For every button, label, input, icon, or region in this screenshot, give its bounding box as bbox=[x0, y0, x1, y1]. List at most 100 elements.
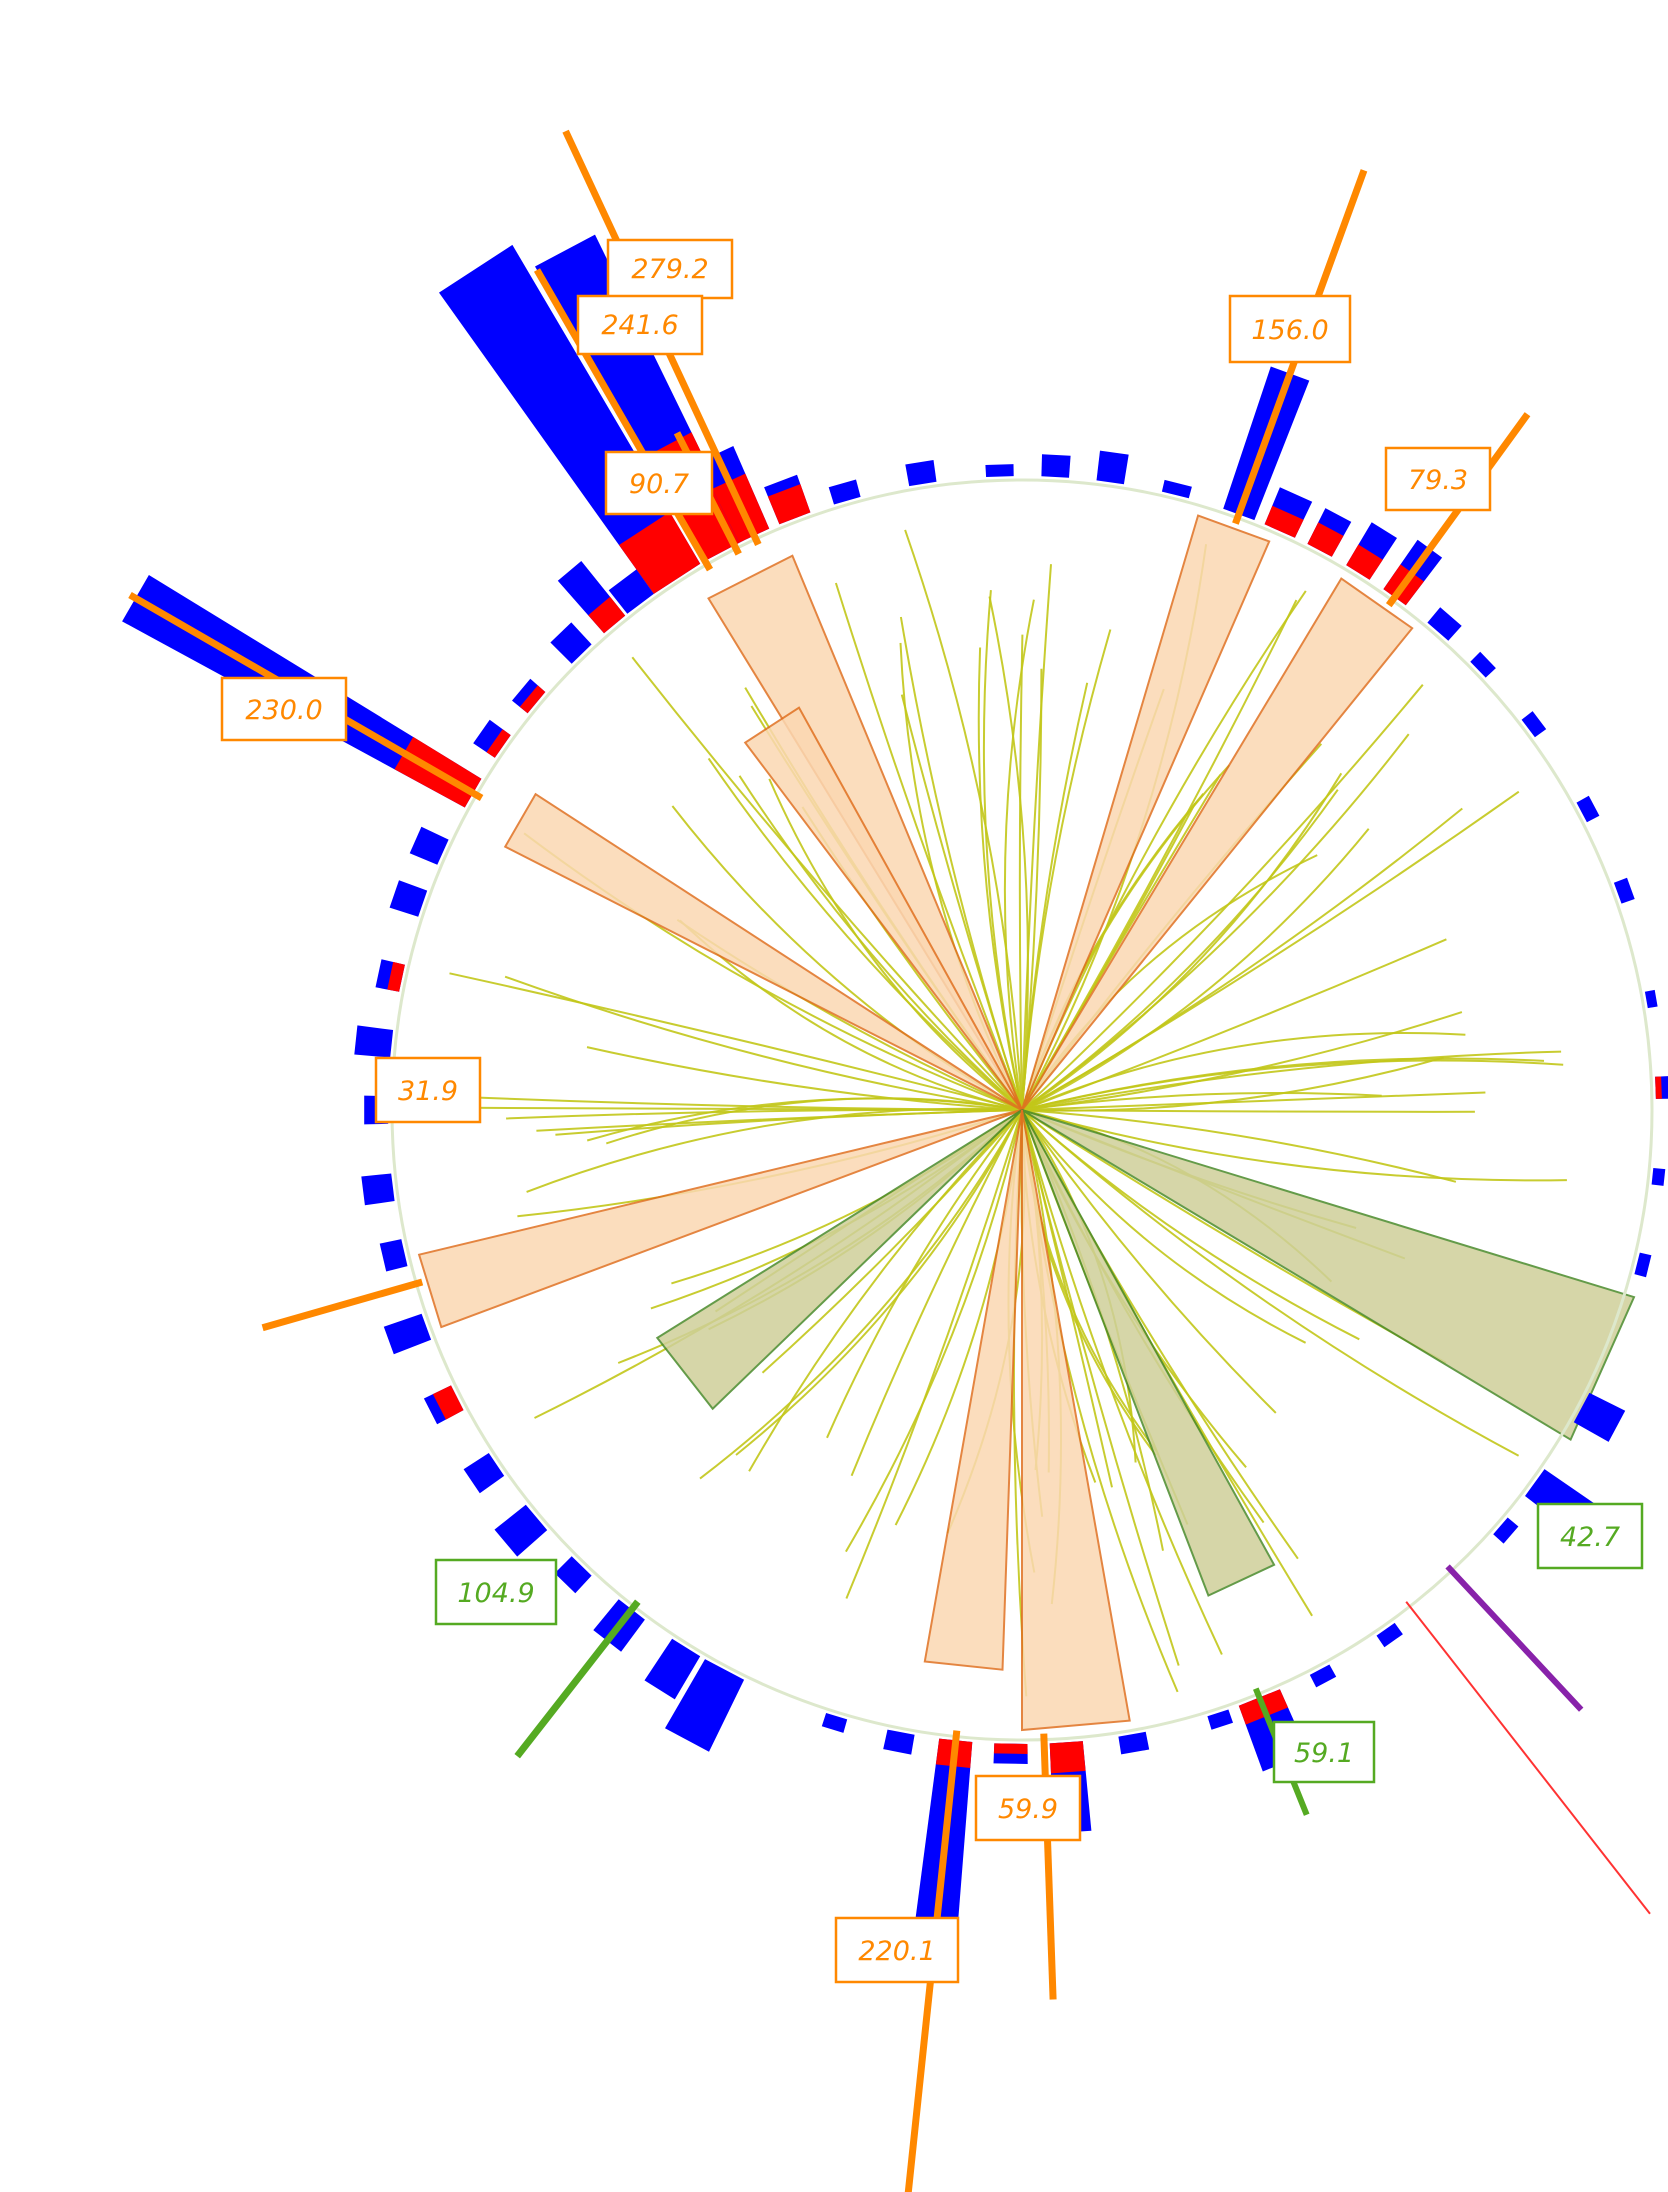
outer-bar bbox=[354, 1025, 394, 1058]
label-text: 59.9 bbox=[998, 1794, 1058, 1825]
chord-line bbox=[904, 529, 1023, 1111]
outer-bar bbox=[1427, 607, 1462, 641]
green-wedge bbox=[1021, 1109, 1276, 1597]
chord-line bbox=[988, 596, 1029, 1111]
chord-line bbox=[982, 590, 1023, 1111]
chord-line bbox=[1021, 1011, 1463, 1111]
chord-line bbox=[631, 656, 1023, 1111]
orange-wedge bbox=[1021, 1109, 1131, 1732]
chord-line bbox=[768, 778, 1023, 1111]
chord-line bbox=[1021, 828, 1370, 1111]
chord-line bbox=[1021, 1091, 1486, 1111]
label-orange-230: 230.0 bbox=[220, 676, 348, 742]
inner-bar bbox=[1264, 505, 1304, 538]
spike-line bbox=[514, 1599, 641, 1759]
chord-line bbox=[738, 775, 1023, 1111]
outer-bar bbox=[550, 622, 592, 664]
outer-bar bbox=[1309, 1664, 1337, 1688]
chord-line bbox=[826, 1109, 1023, 1439]
outer-bar bbox=[1118, 1731, 1150, 1755]
inner-bar bbox=[993, 1743, 1028, 1754]
inner-bar bbox=[519, 685, 546, 714]
chord-line bbox=[899, 616, 1023, 1111]
chord-line bbox=[1021, 564, 1052, 1111]
label-orange-220: 220.1 bbox=[834, 1916, 960, 1984]
inner-bar bbox=[1655, 1076, 1662, 1099]
chord-line bbox=[1021, 1109, 1520, 1457]
chord-line bbox=[1021, 1109, 1223, 1655]
chord-line bbox=[1021, 1050, 1562, 1111]
orange-wedge bbox=[417, 1109, 1023, 1329]
outer-bar bbox=[1207, 1709, 1233, 1730]
label-box bbox=[374, 1056, 482, 1124]
labels-layer: 279.2 241.6 90.7 230.0 156.0 79.3 31.9 bbox=[220, 238, 1644, 1984]
chord-line bbox=[834, 582, 1023, 1111]
chord-line bbox=[845, 1109, 1023, 1599]
label-box bbox=[576, 294, 704, 356]
label-text: 156.0 bbox=[1251, 315, 1328, 346]
label-box bbox=[434, 1558, 558, 1626]
spike-line bbox=[533, 268, 714, 572]
orange-wedge bbox=[1021, 577, 1414, 1111]
outer-bar bbox=[644, 1638, 701, 1700]
label-box bbox=[834, 1916, 960, 1984]
label-text: 220.1 bbox=[858, 1936, 935, 1967]
label-box bbox=[604, 450, 714, 516]
label-orange-31: 31.9 bbox=[374, 1056, 482, 1124]
label-text: 79.3 bbox=[1408, 465, 1468, 496]
label-orange-90: 90.7 bbox=[604, 450, 714, 516]
outer-bar bbox=[389, 880, 428, 917]
outer-bar bbox=[905, 460, 937, 487]
label-box bbox=[1228, 294, 1352, 364]
inner-bar bbox=[432, 1385, 464, 1420]
outer-bar bbox=[1634, 1252, 1652, 1278]
label-orange-59: 59.9 bbox=[974, 1774, 1082, 1842]
inner-bar bbox=[767, 484, 811, 525]
wedges-layer bbox=[417, 514, 1636, 1732]
label-text: 241.6 bbox=[601, 310, 678, 341]
label-text: 31.9 bbox=[398, 1076, 458, 1107]
outer-bar bbox=[883, 1729, 915, 1755]
chord-line bbox=[1021, 1109, 1113, 1488]
label-box bbox=[1536, 1502, 1644, 1570]
spike-line bbox=[261, 1278, 424, 1332]
outer-bar bbox=[985, 464, 1014, 477]
label-text: 42.7 bbox=[1560, 1522, 1620, 1553]
chord-line bbox=[1021, 772, 1343, 1111]
label-box bbox=[1272, 1720, 1376, 1784]
chord-line bbox=[1021, 1092, 1382, 1111]
outer-bar bbox=[554, 1556, 592, 1594]
chord-line bbox=[536, 1109, 1023, 1132]
outer-bar bbox=[383, 1313, 432, 1355]
outer-bar bbox=[1493, 1517, 1519, 1544]
spike-line bbox=[1445, 1564, 1584, 1712]
orange-wedge bbox=[1021, 514, 1271, 1111]
label-green-104: 104.9 bbox=[434, 1558, 558, 1626]
outer-bar bbox=[665, 1659, 745, 1752]
outer-bar bbox=[463, 1453, 505, 1494]
spikes-layer bbox=[128, 129, 1651, 2192]
chord-line bbox=[1021, 1031, 1466, 1111]
inner-bar bbox=[1049, 1741, 1086, 1774]
chord-line bbox=[586, 1046, 1023, 1111]
chord-line bbox=[1021, 789, 1339, 1111]
inner-bar bbox=[619, 512, 701, 594]
orange-wedge bbox=[923, 1109, 1023, 1671]
outer-bar bbox=[1644, 989, 1658, 1009]
label-text: 59.1 bbox=[1294, 1738, 1354, 1769]
green-wedge bbox=[655, 1109, 1023, 1411]
orange-wedge bbox=[503, 792, 1023, 1111]
spike-line bbox=[904, 1730, 961, 2192]
chord-line bbox=[1021, 1109, 1457, 1183]
label-text: 230.0 bbox=[245, 695, 322, 726]
label-green-42: 42.7 bbox=[1536, 1502, 1644, 1570]
inner-bar bbox=[486, 729, 511, 758]
outer-bar bbox=[608, 569, 654, 614]
chord-line bbox=[1021, 684, 1424, 1111]
inner-bar bbox=[1307, 522, 1344, 557]
outer-bar bbox=[1573, 1392, 1626, 1442]
outer-bar bbox=[821, 1713, 848, 1733]
chord-line bbox=[707, 757, 1023, 1111]
chord-line bbox=[1021, 1109, 1277, 1414]
inner-bar bbox=[588, 596, 626, 634]
